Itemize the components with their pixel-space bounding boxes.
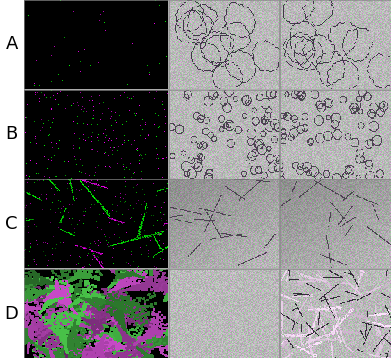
Text: B: B (5, 125, 18, 143)
Text: C: C (5, 215, 18, 233)
Text: A: A (5, 35, 18, 53)
Text: D: D (5, 305, 19, 323)
